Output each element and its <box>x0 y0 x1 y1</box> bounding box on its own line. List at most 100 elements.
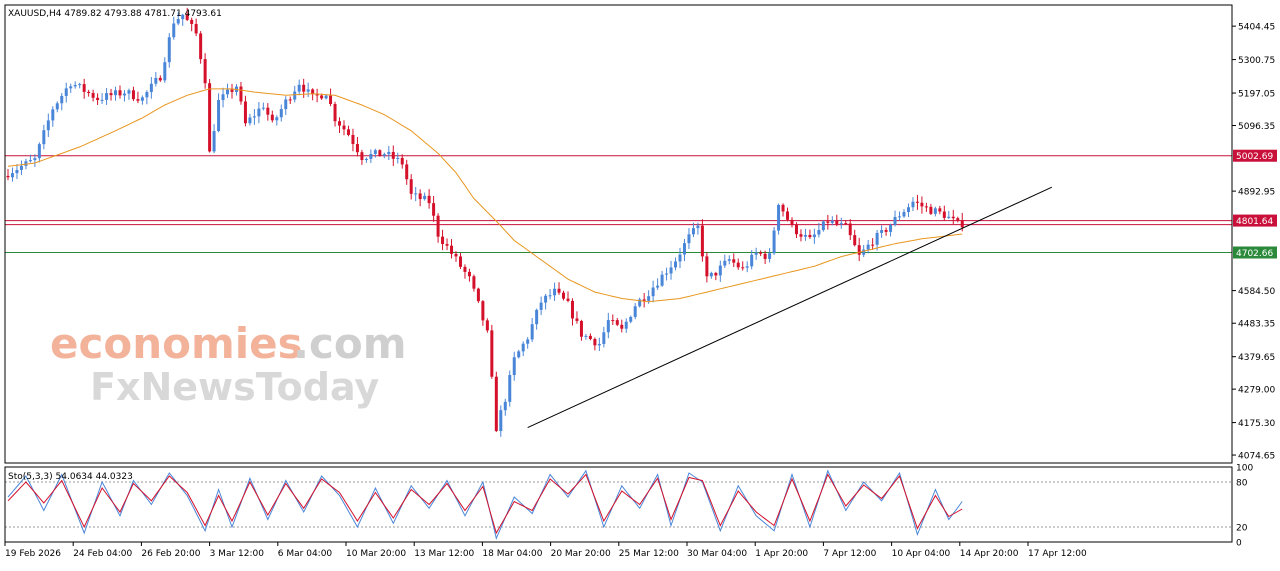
candle-body <box>356 144 359 152</box>
candle-body <box>670 267 673 273</box>
candle-body <box>163 62 166 80</box>
candle-body <box>943 212 946 218</box>
x-tick-label: 20 Mar 20:00 <box>551 549 611 559</box>
candle-body <box>383 154 386 156</box>
candle-body <box>150 84 153 92</box>
y-tick-label: 4175.30 <box>1238 419 1275 429</box>
x-tick-label: 1 Apr 20:00 <box>755 549 808 559</box>
candle-body <box>956 218 959 220</box>
candle-body <box>508 375 511 402</box>
candle-body <box>773 231 776 254</box>
candle-body <box>69 86 72 88</box>
candle-body <box>549 295 552 296</box>
candle-body <box>732 259 735 262</box>
candle-body <box>652 288 655 297</box>
candle-body <box>553 289 556 296</box>
candle-body <box>584 336 587 337</box>
candle-body <box>177 19 180 23</box>
candle-body <box>15 170 18 173</box>
candle-body <box>817 230 820 234</box>
candle-body <box>222 94 225 100</box>
candle-body <box>844 223 847 224</box>
candle-body <box>141 97 144 100</box>
candle-body <box>580 321 583 337</box>
candle-body <box>320 95 323 98</box>
candle-body <box>499 410 502 431</box>
candle-body <box>728 259 731 261</box>
candle-body <box>455 254 458 257</box>
candle-body <box>459 256 462 266</box>
watermark-economies: economies <box>50 319 303 368</box>
candle-body <box>607 320 610 332</box>
candle-body <box>428 196 431 203</box>
candle-body <box>661 275 664 286</box>
candle-body <box>889 225 892 232</box>
candle-body <box>535 310 538 324</box>
candle-body <box>679 255 682 262</box>
candle-body <box>795 224 798 234</box>
candle-body <box>808 235 811 237</box>
candle-body <box>822 221 825 230</box>
candle-body <box>472 276 475 288</box>
candle-body <box>204 59 207 83</box>
candle-body <box>750 255 753 267</box>
candle-body <box>51 109 54 120</box>
candle-body <box>526 339 529 343</box>
candle-body <box>226 90 229 95</box>
candle-body <box>746 266 749 267</box>
candle-body <box>495 377 498 431</box>
price-label-support: 4702.66 <box>1236 249 1273 259</box>
candle-body <box>257 109 260 117</box>
candle-body <box>540 303 543 310</box>
candle-body <box>710 273 713 276</box>
candle-body <box>172 23 175 37</box>
candle-body <box>894 217 897 225</box>
candle-body <box>410 179 413 194</box>
candle-body <box>468 272 471 276</box>
candle-body <box>490 330 493 376</box>
candle-body <box>867 245 870 250</box>
candle-body <box>929 207 932 214</box>
candle-body <box>916 202 919 203</box>
candle-body <box>329 96 332 104</box>
candle-body <box>764 254 767 259</box>
candle-body <box>446 244 449 246</box>
candle-body <box>705 256 708 276</box>
x-tick-label: 6 Mar 04:00 <box>278 549 333 559</box>
stoch-y-tick-label: 20 <box>1236 524 1248 534</box>
candle-body <box>665 274 668 275</box>
y-tick-label: 5300.75 <box>1238 56 1275 66</box>
candle-body <box>423 196 426 199</box>
y-tick-label: 4584.50 <box>1238 287 1275 297</box>
candle-body <box>20 166 23 170</box>
candle-body <box>298 85 301 92</box>
candle-body <box>396 158 399 159</box>
candle-body <box>92 93 95 98</box>
candle-body <box>567 299 570 301</box>
candle-body <box>302 85 305 92</box>
candle-body <box>266 108 269 115</box>
candle-body <box>782 205 785 212</box>
candle-body <box>432 203 435 216</box>
candle-body <box>714 273 717 275</box>
candle-body <box>656 286 659 288</box>
candle-body <box>486 320 489 330</box>
candle-body <box>477 289 480 302</box>
candle-body <box>437 216 440 237</box>
candle-body <box>589 336 592 339</box>
candle-body <box>840 223 843 224</box>
candle-body <box>47 120 50 130</box>
candle-body <box>531 324 534 339</box>
candle-body <box>768 253 771 259</box>
candle-body <box>392 152 395 159</box>
y-tick-label: 5197.05 <box>1238 90 1275 100</box>
candle-body <box>885 230 888 232</box>
candle-body <box>687 234 690 243</box>
candle-body <box>862 250 865 255</box>
y-tick-label: 5096.35 <box>1238 122 1275 132</box>
candle-body <box>683 243 686 254</box>
stoch-y-tick-label: 80 <box>1236 479 1248 489</box>
x-tick-label: 24 Feb 04:00 <box>73 549 132 559</box>
candle-body <box>159 78 162 80</box>
